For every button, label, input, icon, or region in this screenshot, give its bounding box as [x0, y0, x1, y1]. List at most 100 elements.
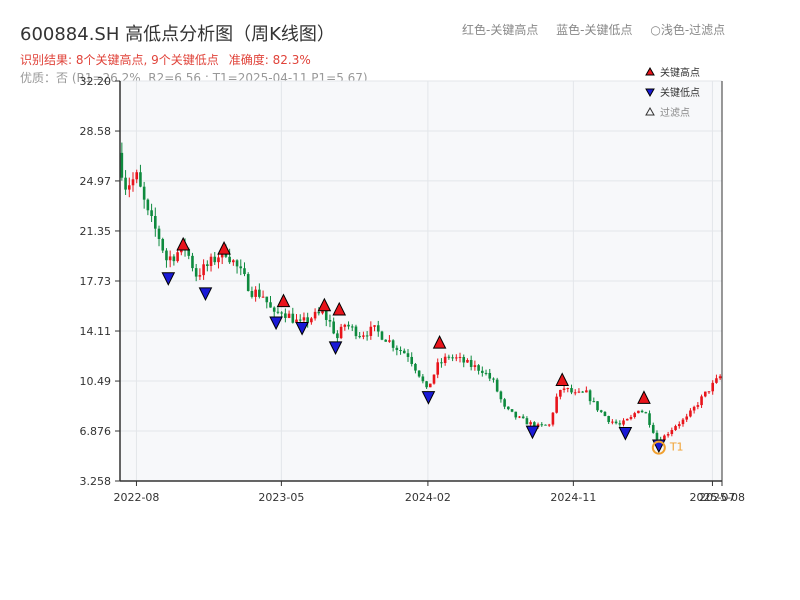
- x-tick-label: 2025-08: [699, 491, 745, 504]
- candle-body: [432, 374, 436, 384]
- candle-body: [239, 266, 243, 269]
- candle-body: [250, 290, 254, 297]
- candle-body: [202, 264, 205, 276]
- candle-body: [655, 432, 659, 440]
- key-low-marker: [161, 272, 176, 286]
- candle-body: [261, 296, 265, 298]
- candle-body: [481, 370, 484, 373]
- candle-body: [399, 350, 402, 352]
- candle-body: [681, 419, 685, 425]
- candle-body: [588, 390, 592, 402]
- candle-body: [629, 417, 633, 419]
- candle-body: [663, 435, 666, 440]
- candle-body: [577, 391, 581, 393]
- candle-body: [120, 152, 124, 178]
- candle-body: [670, 430, 674, 435]
- candle-body: [306, 317, 309, 323]
- candle-body: [447, 356, 451, 358]
- candle-body: [614, 421, 618, 424]
- legend-label: 过滤点: [660, 106, 690, 119]
- candle-body: [269, 302, 272, 308]
- key-low-marker: [421, 391, 436, 405]
- candle-body: [276, 311, 280, 313]
- candle-body: [291, 313, 295, 323]
- candle-body: [562, 388, 566, 390]
- markers: T1: [161, 236, 684, 455]
- candle-body: [272, 307, 276, 312]
- candle-body: [510, 409, 514, 412]
- candle-body: [547, 424, 551, 426]
- candle-body: [707, 391, 711, 393]
- key-low-marker: [269, 316, 283, 331]
- key-high-marker: [332, 301, 347, 316]
- candle-body: [592, 401, 596, 403]
- target-label: T1: [669, 441, 684, 454]
- result-text: 识别结果: 8个关键高点, 9个关键低点: [20, 53, 219, 67]
- candle-body: [514, 411, 518, 418]
- key-low-marker: [198, 287, 213, 302]
- candle-body: [154, 216, 157, 229]
- candle-body: [324, 310, 328, 320]
- candle-body: [258, 289, 261, 297]
- legend-high-icon: [645, 66, 655, 76]
- candle-body: [336, 333, 339, 339]
- candle-body: [499, 391, 503, 400]
- candle-body: [596, 401, 599, 411]
- key-high-marker: [432, 335, 447, 349]
- candle-body: [703, 391, 707, 397]
- candle-body: [194, 268, 198, 277]
- candle-body: [373, 325, 376, 327]
- candle-body: [302, 317, 306, 321]
- candle-body: [555, 396, 558, 413]
- candle-body: [443, 356, 447, 363]
- candle-body: [570, 388, 573, 393]
- candle-body: [477, 365, 480, 371]
- y-tick-label: 10.49: [80, 375, 112, 388]
- y-tick-label: 14.11: [80, 325, 112, 338]
- candle-body: [700, 396, 703, 406]
- candle-body: [369, 326, 373, 336]
- y-tick-label: 24.97: [80, 175, 112, 188]
- key-high-marker: [637, 390, 651, 404]
- candle-body: [689, 410, 692, 417]
- candle-body: [637, 410, 640, 414]
- candle-body: [176, 252, 179, 262]
- candle-body: [209, 256, 213, 266]
- candle-body: [380, 331, 384, 340]
- candle-body: [428, 383, 432, 388]
- candle-body: [395, 347, 399, 351]
- candle-body: [451, 357, 454, 359]
- candle-body: [142, 186, 146, 200]
- key-low-marker: [525, 425, 540, 440]
- candle-body: [298, 319, 302, 321]
- legend-red-text: 红色-关键高点: [462, 23, 539, 37]
- key-high-marker: [555, 372, 570, 386]
- candle-body: [350, 326, 354, 328]
- candle-body: [640, 410, 644, 413]
- candle-body: [343, 324, 347, 327]
- key-high-marker: [217, 241, 231, 255]
- candle-body: [585, 390, 588, 393]
- candle-body: [715, 378, 718, 383]
- candle-body: [573, 392, 577, 394]
- candle-body: [410, 356, 414, 364]
- candle-body: [603, 411, 607, 417]
- candle-body: [484, 372, 488, 374]
- candle-body: [206, 264, 209, 266]
- candle-body: [651, 424, 655, 433]
- candle-body: [421, 376, 425, 382]
- candle-body: [347, 324, 350, 327]
- x-tick-label: 2024-11: [550, 491, 596, 504]
- candle-body: [402, 350, 406, 354]
- candle-body: [365, 335, 369, 337]
- candle-body: [473, 365, 477, 367]
- candle-body: [674, 426, 677, 431]
- x-tick-label: 2023-05: [258, 491, 304, 504]
- key-high-marker: [317, 297, 332, 312]
- y-tick-label: 3.258: [80, 475, 112, 488]
- candle-body: [317, 311, 321, 314]
- candle-body: [566, 388, 570, 390]
- candle-body: [536, 424, 540, 428]
